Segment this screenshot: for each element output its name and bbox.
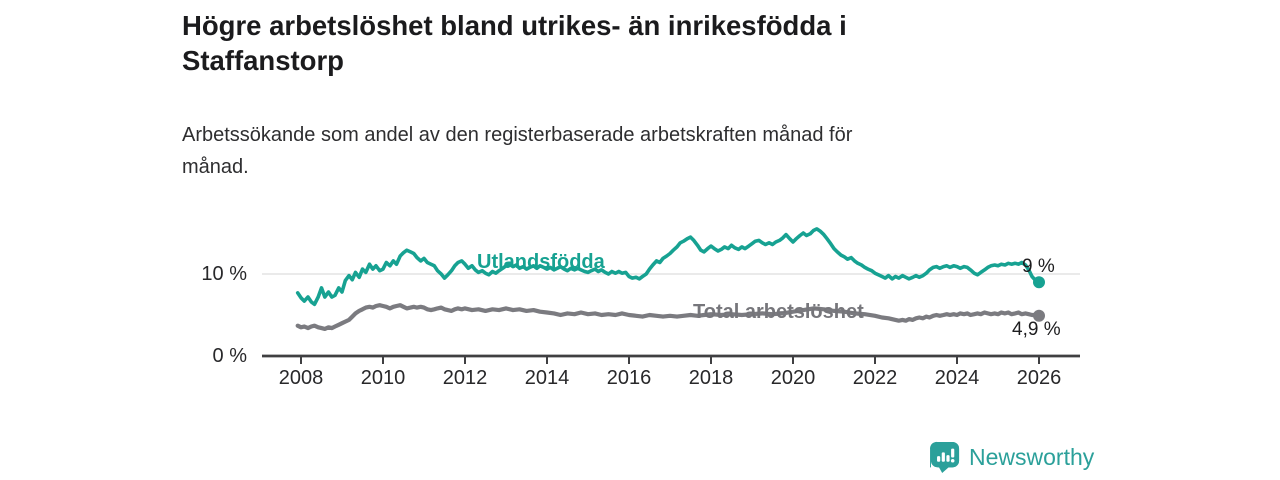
- chart-subtitle: Arbetssökande som andel av den registerb…: [182, 124, 853, 178]
- x-tick-label: 2014: [524, 367, 570, 389]
- x-tick-label: 2008: [278, 367, 324, 389]
- end-value-label-utlandsfodda: 9 %: [1022, 256, 1055, 277]
- end-value-label-total: 4,9 %: [1012, 319, 1061, 340]
- x-tick-label: 2022: [852, 367, 898, 389]
- x-tick-label: 2010: [360, 367, 406, 389]
- x-tick-label: 2012: [442, 367, 488, 389]
- x-tick-label: 2018: [688, 367, 734, 389]
- page-title: Högre arbetslöshet bland utrikes- än inr…: [182, 10, 847, 76]
- y-tick-label: 10 %: [201, 263, 247, 285]
- series-label-total-arbetsloshet: Total arbetslöshet: [693, 301, 864, 323]
- newsworthy-logo: Newsworthy: [930, 440, 1094, 474]
- y-tick-label: 0 %: [212, 345, 247, 367]
- x-tick-label: 2020: [770, 367, 816, 389]
- x-tick-label: 2026: [1016, 367, 1062, 389]
- newsworthy-icon: [930, 441, 960, 473]
- newsworthy-wordmark: Newsworthy: [969, 444, 1095, 470]
- x-tick-label: 2024: [934, 367, 980, 389]
- x-tick-label: 2016: [606, 367, 652, 389]
- series-label-utlandsfodda: Utlandsfödda: [477, 251, 605, 273]
